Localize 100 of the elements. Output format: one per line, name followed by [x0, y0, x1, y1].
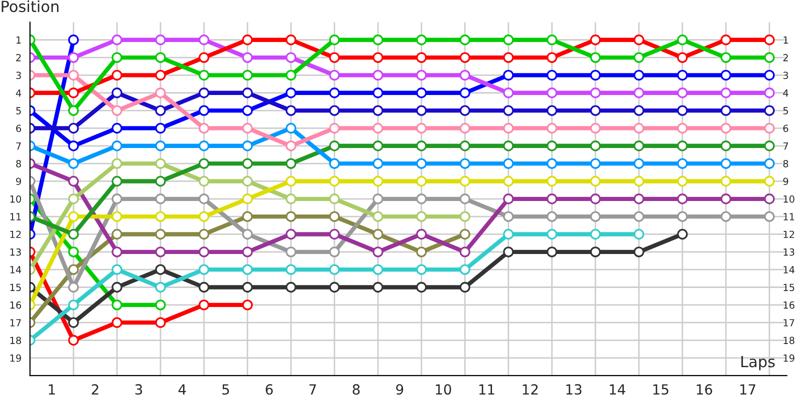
point: [503, 228, 514, 240]
point: [112, 317, 122, 328]
point: [198, 194, 210, 204]
point: [155, 140, 166, 152]
point: [546, 34, 558, 46]
point: [720, 176, 732, 187]
point: [503, 176, 514, 187]
point: [155, 282, 166, 293]
point: [764, 88, 775, 98]
point: [242, 211, 253, 222]
y2-tick-label: 10: [784, 195, 794, 203]
point: [286, 211, 296, 222]
y2-tick-label: 3: [783, 72, 788, 80]
point: [720, 105, 732, 116]
point: [677, 70, 688, 81]
point: [416, 264, 427, 275]
point: [546, 122, 558, 134]
y2-tick-label: 16: [784, 301, 794, 309]
point: [112, 194, 122, 204]
point: [198, 122, 210, 134]
point: [242, 34, 253, 46]
point: [68, 88, 79, 98]
point: [634, 105, 644, 116]
point: [677, 88, 688, 98]
point: [590, 88, 601, 98]
point: [372, 105, 384, 116]
point: [68, 105, 79, 116]
point: [546, 176, 558, 187]
y-tick-label: 16: [10, 301, 22, 309]
point: [416, 246, 427, 258]
point: [286, 246, 296, 258]
y-tick-label: 6: [16, 124, 22, 132]
point: [286, 88, 296, 98]
point: [372, 264, 384, 275]
point: [416, 140, 427, 152]
point: [720, 211, 732, 222]
point: [329, 88, 340, 98]
x-tick-label: 2: [92, 384, 98, 394]
y2-tick-label: 1: [784, 36, 788, 44]
point: [155, 176, 166, 187]
point: [720, 88, 732, 98]
point: [242, 140, 253, 152]
point: [329, 282, 340, 293]
point: [242, 122, 253, 134]
point: [460, 228, 470, 240]
x-tick-label: 13: [566, 384, 582, 395]
point: [677, 211, 688, 222]
point: [764, 52, 775, 63]
y2-tick-label: 12: [784, 230, 794, 238]
point: [503, 88, 514, 98]
y2-tick-label: 18: [784, 336, 794, 344]
point: [329, 34, 340, 46]
point: [329, 264, 340, 275]
point: [416, 52, 427, 63]
point: [677, 176, 688, 187]
point: [416, 34, 427, 46]
point: [590, 105, 601, 116]
point: [460, 52, 470, 63]
point: [634, 88, 644, 98]
point: [634, 70, 644, 81]
point: [460, 34, 470, 46]
point: [198, 264, 210, 275]
point: [503, 211, 514, 222]
point: [329, 70, 340, 81]
point: [112, 264, 122, 275]
x-tick-label: 8: [352, 384, 360, 395]
point: [503, 194, 514, 204]
point: [112, 122, 122, 134]
point: [503, 140, 514, 152]
point: [286, 176, 296, 187]
point: [68, 122, 79, 134]
point: [416, 122, 427, 134]
point: [329, 246, 340, 258]
point: [286, 228, 296, 240]
point: [68, 70, 79, 81]
point: [242, 158, 253, 169]
point: [720, 34, 732, 46]
point: [677, 140, 688, 152]
point: [503, 122, 514, 134]
point: [286, 264, 296, 275]
x-tick-label: 15: [653, 384, 668, 395]
y-tick-label: 7: [16, 142, 21, 150]
point: [198, 282, 210, 293]
point: [242, 194, 253, 204]
point: [286, 194, 296, 204]
y-tick-label: 9: [16, 178, 21, 186]
point: [112, 246, 122, 258]
x-tick-label: 7: [309, 384, 316, 394]
point: [68, 211, 79, 222]
point: [286, 122, 296, 134]
y-tick-label: 15: [10, 284, 21, 292]
point: [460, 282, 470, 293]
point: [590, 194, 601, 204]
point: [329, 52, 340, 63]
point: [677, 158, 688, 169]
point: [546, 70, 558, 81]
point: [155, 228, 166, 240]
point: [677, 194, 688, 204]
point: [416, 158, 427, 169]
point: [242, 300, 253, 310]
